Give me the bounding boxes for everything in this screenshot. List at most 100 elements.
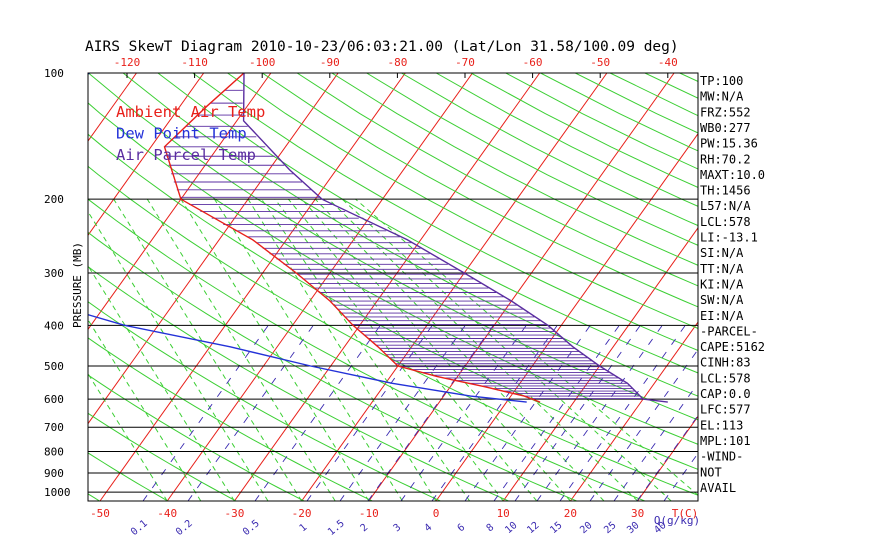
- mixing-ratio-line: [254, 325, 381, 501]
- pressure-tick-label: 400: [44, 319, 64, 332]
- ambient-temp-curve: [163, 73, 541, 403]
- dry-adiabat-line: [854, 73, 870, 501]
- stat-item: L57:N/A: [700, 199, 751, 213]
- dry-adiabat-line: [505, 73, 698, 170]
- dry-adiabat-line: [296, 73, 698, 287]
- dry-adiabat-line: [88, 337, 373, 501]
- moist-adiabat-line: [88, 210, 269, 501]
- dry-adiabat-line: [88, 412, 237, 501]
- dry-adiabat-line: [192, 73, 698, 351]
- pressure-tick-label: 600: [44, 393, 64, 406]
- mixing-ratio-line: [142, 325, 269, 501]
- stat-item: EI:N/A: [700, 309, 744, 323]
- isotherm-line: [569, 321, 698, 501]
- stat-item: -WIND-: [700, 450, 743, 464]
- mixing-ratio-tick-label: 25: [602, 520, 618, 536]
- plot-border: [87, 72, 699, 502]
- legend-entry: Ambient Air Temp: [116, 103, 265, 121]
- stat-item: LI:-13.1: [700, 231, 758, 245]
- top-temp-tick-label: -50: [590, 56, 610, 69]
- stat-item: AVAIL: [700, 481, 736, 495]
- dry-adiabat-line: [88, 165, 698, 496]
- mixing-ratio-tick-label: 0.1: [129, 518, 150, 538]
- pressure-tick-label: 100: [44, 67, 64, 80]
- dry-adiabat-line: [401, 73, 698, 227]
- pressure-tick-label: 500: [44, 360, 64, 373]
- top-temp-tick-label: -120: [114, 56, 141, 69]
- mixing-ratio-tick-label: 3: [392, 522, 404, 534]
- plot-frame: [87, 72, 699, 502]
- cape-hatch: [164, 89, 643, 399]
- dry-adiabat-line: [88, 198, 645, 501]
- stat-item: SI:N/A: [700, 246, 744, 260]
- moist-adiabat-line: [261, 198, 471, 501]
- mixing-ratio-tick-label: 1.5: [326, 518, 347, 538]
- isotherm-line: [0, 73, 2, 501]
- moist-adiabat-line: [355, 198, 698, 496]
- top-temp-tick-label: -100: [249, 56, 276, 69]
- isotherm-line: [166, 73, 473, 501]
- stat-item: PW:15.36: [700, 137, 758, 151]
- pressure-tick-label: 900: [44, 467, 64, 480]
- isotherm-line: [839, 73, 870, 501]
- pressure-tick-label: 800: [44, 446, 64, 459]
- pressure-tick-label: 300: [44, 267, 64, 280]
- top-temp-tick-label: -80: [387, 56, 407, 69]
- moist-adiabat-line: [214, 198, 403, 501]
- dry-adiabat-line: [749, 73, 870, 501]
- isotherm-line: [0, 73, 69, 501]
- isotherm-line: [502, 227, 698, 501]
- parcel-temp-curve: [242, 73, 668, 403]
- mixing-ratio-tick-label: 30: [625, 520, 641, 536]
- mixing-ratio-tick-label: 0.2: [174, 518, 195, 538]
- stat-item: KI:N/A: [700, 277, 744, 291]
- stat-item: CAP:0.0: [700, 387, 751, 401]
- mixing-ratio-line: [493, 325, 620, 501]
- bottom-temp-tick-label: 0: [433, 507, 440, 520]
- moist-adiabat-line: [88, 372, 168, 501]
- mixing-ratio-tick-label: 6: [456, 522, 468, 534]
- mixing-ratio-tick-label: 12: [525, 520, 541, 536]
- stat-item: WB0:277: [700, 121, 751, 135]
- mixing-ratio-unit-label: Q(g/kg): [654, 514, 700, 527]
- mixing-ratio-line: [613, 382, 698, 501]
- stat-item: LFC:577: [700, 403, 751, 417]
- dry-adiabat-line: [819, 73, 870, 501]
- top-temp-tick-label: -70: [455, 56, 475, 69]
- sounding-curves: [88, 73, 668, 403]
- moist-adiabat-line: [146, 198, 336, 501]
- mixing-ratio-tick-label: 10: [503, 520, 519, 536]
- mixing-ratio-tick-label: 8: [485, 522, 497, 534]
- dry-adiabat-line: [122, 73, 698, 397]
- mixing-ratio-tick-label: 1: [298, 522, 310, 534]
- bottom-temp-tick-label: -50: [90, 507, 110, 520]
- stat-item: NOT: [700, 465, 722, 479]
- dry-adiabat-line: [470, 73, 698, 189]
- dry-adiabat-line: [157, 73, 698, 374]
- moist-adiabat-line: [88, 318, 202, 501]
- bottom-temp-unit-label: T(C): [672, 507, 699, 520]
- bottom-temp-tick-label: -10: [359, 507, 379, 520]
- stat-item: EL:113: [700, 418, 743, 432]
- legend: Ambient Air Temp Dew Point Temp Air Parcel…: [116, 103, 265, 164]
- stat-item: CINH:83: [700, 356, 751, 370]
- dry-adiabat-line: [88, 452, 169, 501]
- stat-item: MPL:101: [700, 434, 751, 448]
- stat-item: TP:100: [700, 74, 743, 88]
- isotherm-line: [637, 415, 698, 501]
- isotherm-line: [772, 73, 870, 501]
- isotherm-line: [88, 73, 205, 237]
- dry-adiabat-line: [262, 73, 698, 308]
- bottom-temp-tick-label: 10: [497, 507, 510, 520]
- pressure-tick-label: 1000: [44, 486, 71, 499]
- mixing-ratio-line: [559, 325, 686, 501]
- stat-item: SW:N/A: [700, 293, 744, 307]
- top-temp-tick-label: -110: [181, 56, 208, 69]
- isotherm-line: [88, 73, 339, 425]
- mixing-ratio-tick-label: 4: [423, 522, 435, 534]
- moist-adiabat-line: [288, 198, 538, 501]
- dry-adiabat-line: [88, 266, 509, 501]
- moist-adiabat-line: [341, 198, 672, 501]
